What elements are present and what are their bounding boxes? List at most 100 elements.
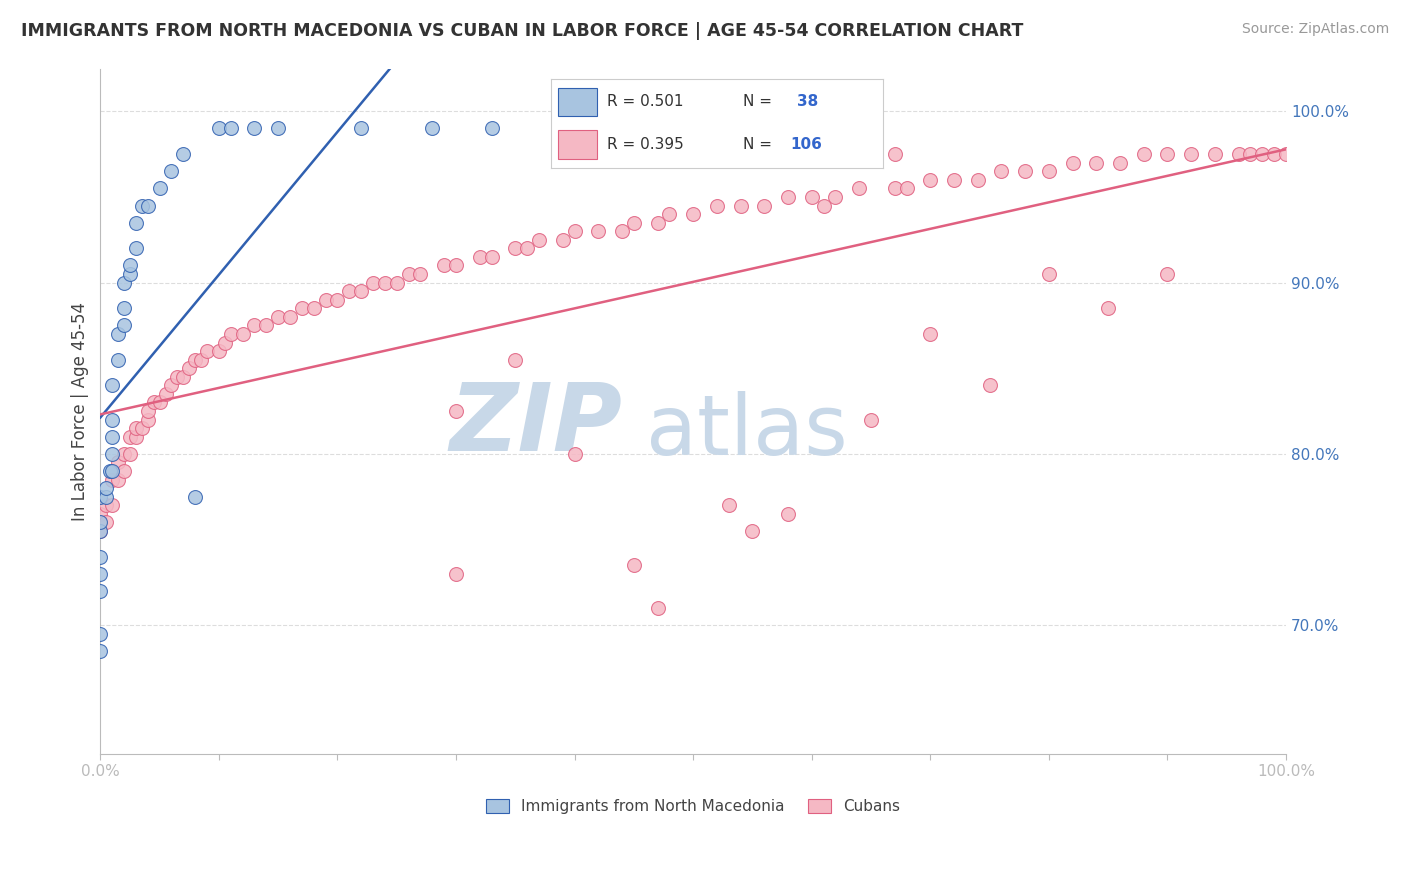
Point <box>564 224 586 238</box>
Point <box>1132 147 1154 161</box>
Point <box>374 276 396 290</box>
Point <box>232 326 254 341</box>
Legend: Immigrants from North Macedonia, Cubans: Immigrants from North Macedonia, Cubans <box>486 799 900 814</box>
Point <box>112 301 135 316</box>
Point <box>243 318 266 333</box>
Point <box>184 490 207 504</box>
Point <box>107 455 129 469</box>
Point <box>89 516 111 530</box>
Point <box>267 310 290 324</box>
Point <box>776 190 799 204</box>
Point <box>125 216 148 230</box>
Point <box>1275 147 1298 161</box>
Point <box>444 259 467 273</box>
Point <box>112 318 135 333</box>
Point <box>920 326 942 341</box>
Point <box>1085 155 1108 169</box>
Point <box>118 430 141 444</box>
Point <box>1239 147 1261 161</box>
Point <box>326 293 349 307</box>
Text: Source: ZipAtlas.com: Source: ZipAtlas.com <box>1241 22 1389 37</box>
Point <box>420 121 443 136</box>
Point <box>118 447 141 461</box>
Point <box>107 473 129 487</box>
Point <box>741 524 763 538</box>
Point <box>776 507 799 521</box>
Point <box>101 378 124 392</box>
Point <box>195 344 218 359</box>
Point <box>706 198 728 212</box>
Point <box>990 164 1012 178</box>
Y-axis label: In Labor Force | Age 45-54: In Labor Force | Age 45-54 <box>72 301 89 521</box>
Point <box>717 498 740 512</box>
Point <box>112 464 135 478</box>
Point <box>824 190 846 204</box>
Point <box>118 267 141 281</box>
Point <box>1097 301 1119 316</box>
Point <box>623 558 645 573</box>
Point <box>1227 147 1250 161</box>
Point <box>214 335 236 350</box>
Point <box>254 318 277 333</box>
Point <box>155 387 177 401</box>
Point <box>859 412 882 426</box>
Point <box>481 121 503 136</box>
Point <box>551 233 574 247</box>
Point <box>219 121 242 136</box>
Point <box>444 404 467 418</box>
Point <box>89 644 111 658</box>
Point <box>112 276 135 290</box>
Point <box>101 430 124 444</box>
Point <box>107 352 129 367</box>
Point <box>1109 155 1132 169</box>
Point <box>754 147 776 161</box>
Point <box>291 301 314 316</box>
Point <box>96 481 118 495</box>
Point <box>516 241 538 255</box>
Point <box>468 250 491 264</box>
Point <box>385 276 408 290</box>
Point <box>682 207 704 221</box>
Point <box>1204 147 1226 161</box>
Point <box>125 430 148 444</box>
Point <box>361 276 384 290</box>
Point <box>337 284 360 298</box>
Point <box>896 181 918 195</box>
Point <box>883 181 905 195</box>
Point <box>101 464 124 478</box>
Point <box>658 207 681 221</box>
Point <box>166 369 188 384</box>
Point <box>943 173 966 187</box>
Point <box>243 121 266 136</box>
Point <box>89 524 111 538</box>
Point <box>848 181 870 195</box>
Point <box>883 147 905 161</box>
Point <box>966 173 988 187</box>
Point <box>588 224 610 238</box>
Point <box>98 464 121 478</box>
Point <box>302 301 325 316</box>
Point <box>160 164 183 178</box>
Point <box>96 516 118 530</box>
Point <box>179 361 201 376</box>
Point <box>96 498 118 512</box>
Point <box>1062 155 1084 169</box>
Point <box>89 626 111 640</box>
Point <box>813 198 835 212</box>
Point <box>101 447 124 461</box>
Point <box>505 352 527 367</box>
Point <box>149 395 172 409</box>
Point <box>564 447 586 461</box>
Point <box>101 473 124 487</box>
Point <box>184 352 207 367</box>
Point <box>96 490 118 504</box>
Point <box>89 524 111 538</box>
Point <box>101 498 124 512</box>
Point <box>125 241 148 255</box>
Text: IMMIGRANTS FROM NORTH MACEDONIA VS CUBAN IN LABOR FORCE | AGE 45-54 CORRELATION : IMMIGRANTS FROM NORTH MACEDONIA VS CUBAN… <box>21 22 1024 40</box>
Point <box>160 378 183 392</box>
Text: ZIP: ZIP <box>449 379 621 471</box>
Point <box>610 224 633 238</box>
Point <box>131 198 153 212</box>
Point <box>800 190 823 204</box>
